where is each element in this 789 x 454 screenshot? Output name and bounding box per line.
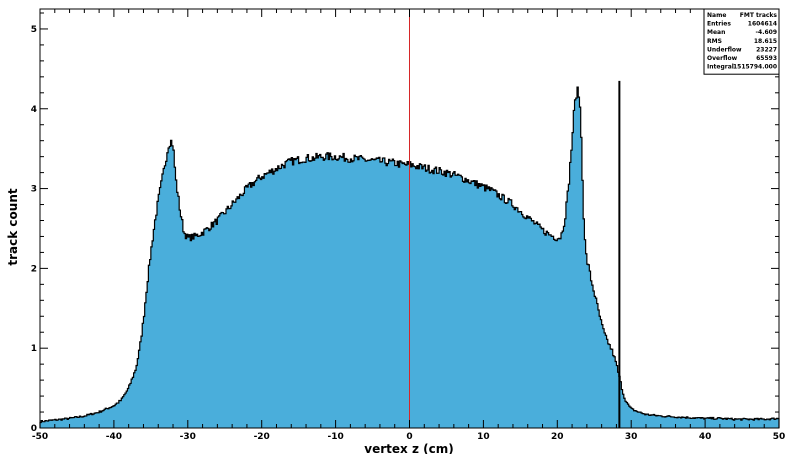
stats-box-frame <box>703 8 780 75</box>
stats-label: Overflow <box>707 55 738 62</box>
stats-box: Name FMT tracks Entries 1604614 Mean -4.609 RM… <box>703 8 780 75</box>
y-tick-label: 1 <box>31 344 37 354</box>
stats-value: 65593 <box>756 55 777 62</box>
x-tick-label: -50 <box>32 432 48 442</box>
histogram-layer <box>39 9 780 428</box>
x-tick-label: -40 <box>106 432 122 442</box>
stats-value: 23227 <box>756 46 777 53</box>
x-axis-title: vertex z (cm) <box>364 442 453 454</box>
y-tick-label: 0 <box>31 424 37 434</box>
stats-value: -4.609 <box>756 29 777 36</box>
x-tick-label: 0 <box>406 432 412 442</box>
axes-layer: -50 -40 -30 -20 -10 0 10 20 30 40 50 0 1 2 3 4 5 <box>31 8 786 442</box>
x-tick-label: 10 <box>477 432 490 442</box>
y-tick-label: 4 <box>31 105 37 115</box>
stats-label: Integral <box>707 64 734 71</box>
y-tick-label: 5 <box>31 25 37 35</box>
x-tick-label: -10 <box>327 432 343 442</box>
stats-label: Name <box>707 12 726 19</box>
stats-label: Underflow <box>707 46 742 53</box>
y-tick-label: 3 <box>31 185 37 195</box>
x-tick-label: -30 <box>180 432 196 442</box>
stats-label: Entries <box>707 21 731 28</box>
stats-value: 1515794.000 <box>733 64 777 71</box>
stats-label: Mean <box>707 29 725 36</box>
x-tick-label: 30 <box>625 432 638 442</box>
stats-value: 1604614 <box>748 21 777 28</box>
stats-value: FMT tracks <box>740 12 778 19</box>
x-tick-label: 40 <box>699 432 712 442</box>
x-tick-label: 50 <box>773 432 786 442</box>
y-tick-label: 2 <box>31 264 37 274</box>
y-axis-title: track count <box>6 188 20 265</box>
x-tick-label: -20 <box>254 432 270 442</box>
stats-value: 18.615 <box>754 38 777 45</box>
x-tick-label: 20 <box>551 432 564 442</box>
stats-label: RMS <box>707 38 722 45</box>
